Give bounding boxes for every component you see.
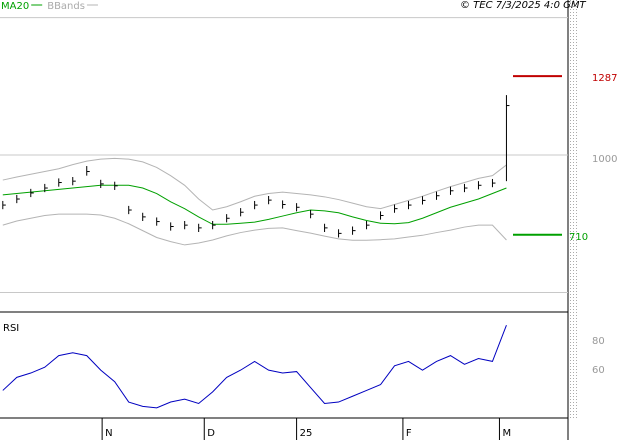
rsi-line bbox=[2, 324, 507, 409]
level-label: 710 bbox=[569, 232, 588, 243]
band-upper bbox=[2, 157, 507, 211]
ma-line bbox=[2, 184, 507, 225]
rsi-tick-label: 80 bbox=[592, 336, 605, 347]
scale-strip bbox=[568, 0, 578, 418]
level-label: 1287 bbox=[592, 73, 617, 84]
x-tick-label: D bbox=[207, 428, 215, 439]
legend-label: MA20 bbox=[1, 1, 29, 12]
x-tick-label: N bbox=[105, 428, 112, 439]
x-tick-label: 25 bbox=[300, 428, 313, 439]
stamp: © TEC 7/3/2025 4:0 GMT bbox=[460, 0, 587, 11]
rsi-title: RSI bbox=[3, 323, 19, 334]
rsi-tick-label: 60 bbox=[592, 365, 605, 376]
y-tick-label: 1000 bbox=[592, 154, 617, 165]
x-tick-label: F bbox=[406, 428, 412, 439]
x-tick-label: M bbox=[502, 428, 511, 439]
band-lower bbox=[2, 213, 507, 246]
legend-label: BBands bbox=[47, 1, 85, 12]
